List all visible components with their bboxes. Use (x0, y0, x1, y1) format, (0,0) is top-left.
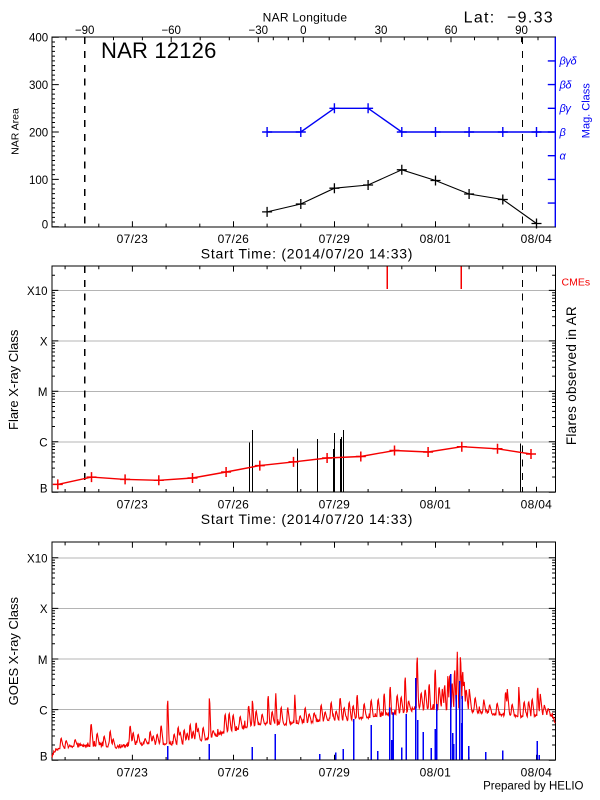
svg-text:−60: −60 (161, 25, 181, 37)
svg-text:Start Time: (2014/07/20 14:33): Start Time: (2014/07/20 14:33) (201, 511, 413, 527)
svg-text:X10: X10 (27, 286, 47, 298)
svg-text:07/26: 07/26 (218, 765, 250, 779)
svg-text:07/29: 07/29 (319, 765, 351, 779)
svg-text:β: β (559, 127, 567, 139)
svg-text:08/04: 08/04 (521, 232, 553, 246)
svg-text:400: 400 (29, 33, 48, 45)
svg-text:30: 30 (375, 25, 388, 37)
svg-text:βγ: βγ (559, 103, 573, 115)
svg-text:βδ: βδ (559, 79, 573, 91)
svg-text:βγδ: βγδ (559, 56, 578, 68)
svg-text:Mag. Class: Mag. Class (581, 83, 593, 139)
svg-text:α: α (560, 151, 567, 163)
svg-text:B: B (40, 484, 48, 496)
svg-text:200: 200 (29, 127, 48, 139)
svg-text:GOES X-ray Class: GOES X-ray Class (6, 597, 21, 706)
svg-text:−90: −90 (75, 25, 95, 37)
svg-text:Prepared by HELIO: Prepared by HELIO (483, 781, 583, 793)
svg-text:Flares observed in AR: Flares observed in AR (564, 306, 579, 445)
svg-text:08/01: 08/01 (420, 497, 452, 511)
svg-text:07/29: 07/29 (319, 497, 351, 511)
svg-text:Start Time: (2014/07/20 14:33): Start Time: (2014/07/20 14:33) (201, 245, 413, 261)
svg-text:60: 60 (445, 25, 458, 37)
svg-text:08/01: 08/01 (420, 232, 452, 246)
svg-text:08/01: 08/01 (420, 765, 452, 779)
svg-text:X10: X10 (27, 554, 47, 566)
svg-text:0: 0 (42, 219, 48, 231)
svg-text:07/23: 07/23 (117, 497, 149, 511)
svg-text:07/26: 07/26 (218, 232, 250, 246)
svg-text:Flare X-ray Class: Flare X-ray Class (6, 329, 21, 430)
svg-text:NAR Longitude: NAR Longitude (263, 11, 348, 25)
svg-text:M: M (38, 387, 48, 399)
svg-text:07/29: 07/29 (319, 232, 351, 246)
svg-text:NAR Area: NAR Area (10, 108, 22, 155)
svg-text:X: X (40, 604, 48, 616)
svg-text:M: M (38, 655, 48, 667)
svg-text:−30: −30 (249, 25, 269, 37)
svg-text:08/04: 08/04 (521, 497, 553, 511)
svg-text:07/23: 07/23 (117, 232, 149, 246)
svg-text:0: 0 (300, 25, 306, 37)
svg-text:C: C (39, 438, 47, 450)
svg-text:300: 300 (29, 80, 48, 92)
svg-text:X: X (40, 337, 48, 349)
svg-text:07/26: 07/26 (218, 497, 250, 511)
svg-text:08/04: 08/04 (521, 765, 553, 779)
svg-text:C: C (39, 705, 47, 717)
svg-text:90: 90 (515, 25, 528, 37)
svg-text:07/23: 07/23 (117, 765, 149, 779)
svg-text:CMEs: CMEs (562, 277, 591, 289)
svg-text:NAR 12126: NAR 12126 (101, 38, 217, 63)
svg-text:B: B (40, 752, 48, 764)
svg-text:100: 100 (29, 175, 48, 187)
svg-text:Lat: −9.33: Lat: −9.33 (464, 10, 554, 27)
